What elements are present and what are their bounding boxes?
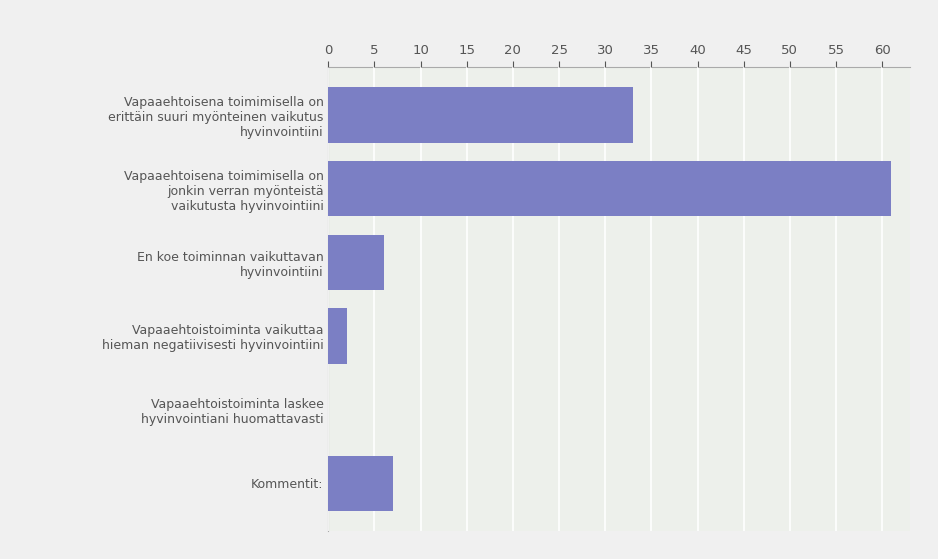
Bar xyxy=(328,87,633,143)
Bar xyxy=(328,161,891,216)
Bar xyxy=(328,456,393,511)
Bar xyxy=(328,235,384,290)
Bar xyxy=(328,308,347,363)
